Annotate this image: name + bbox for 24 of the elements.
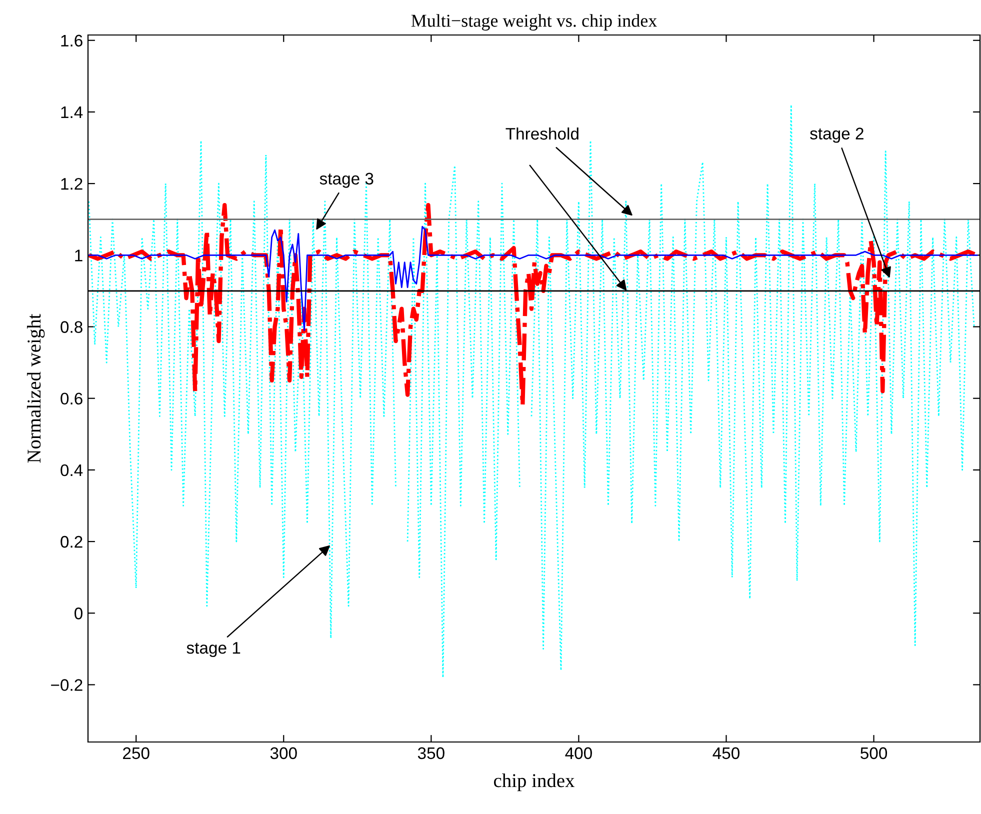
x-axis-title: chip index (494, 774, 575, 792)
y-tick-label: 1.6 (61, 34, 82, 47)
y-tick-label: 0.4 (60, 464, 83, 476)
y-tick-label: −0.2 (51, 679, 82, 691)
annotation: Threshold (506, 127, 578, 140)
x-tick-label: 250 (123, 747, 150, 760)
annotation: stage 3 (320, 172, 374, 188)
chart-title: Multi−stage weight vs. chip index (411, 14, 657, 31)
x-tick-label: 450 (712, 747, 740, 760)
y-tick-label: 0.6 (60, 392, 82, 405)
x-tick-label: 500 (860, 747, 888, 760)
y-tick-label: 0.2 (60, 536, 82, 548)
y-tick-label: 0.8 (60, 321, 82, 333)
y-tick-label: 1 (75, 250, 82, 262)
x-tick-label: 300 (270, 747, 297, 760)
y-tick-label: 1.4 (61, 106, 83, 118)
annotation: stage 2 (810, 128, 864, 143)
x-tick-label: 350 (418, 747, 444, 760)
x-tick-label: 400 (565, 747, 592, 760)
y-axis-title: Normalized weight (26, 314, 45, 463)
y-tick-label: 1.2 (61, 178, 82, 190)
annotation: stage 1 (186, 642, 240, 658)
line-series (88, 226, 978, 332)
y-tick-label: 0 (74, 608, 82, 620)
